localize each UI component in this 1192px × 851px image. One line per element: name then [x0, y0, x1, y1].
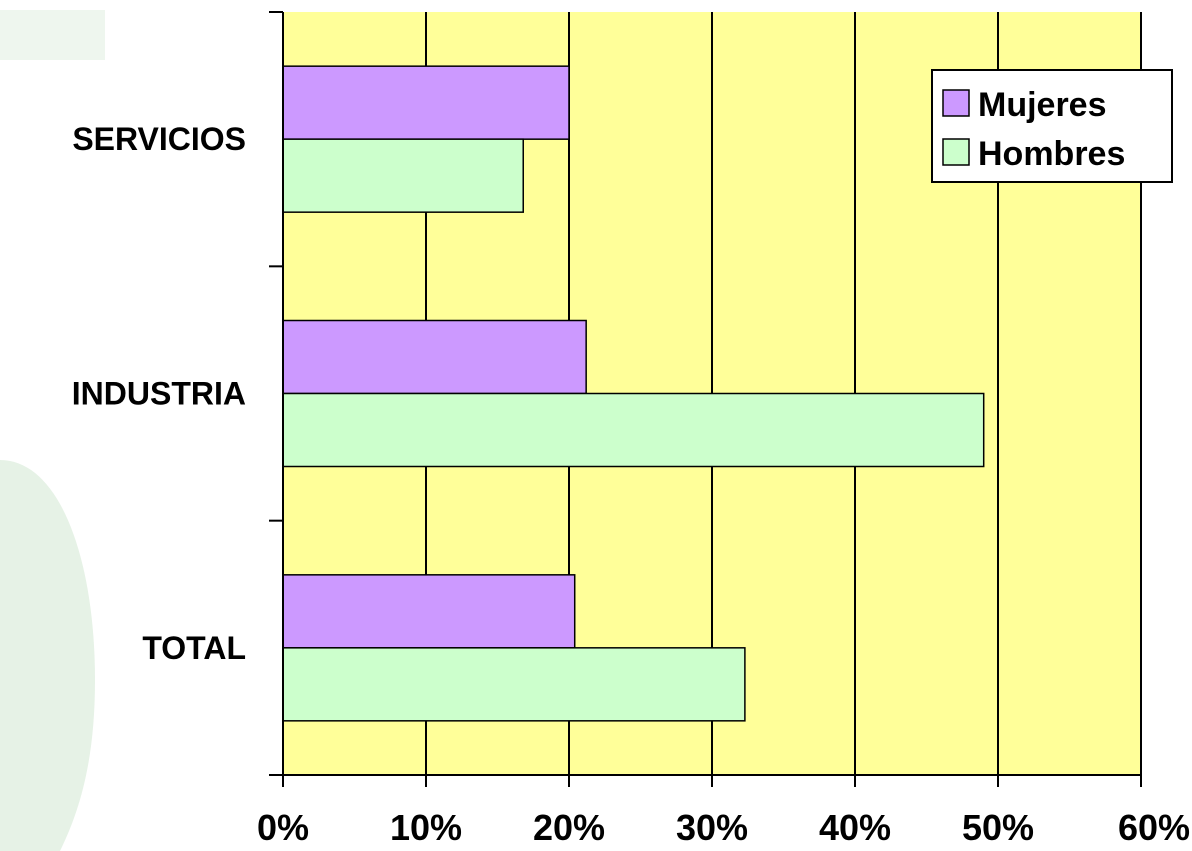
bar-hombres-industria [282, 392, 985, 468]
category-label: SERVICIOS [72, 121, 246, 157]
bar-mujeres-industria [282, 319, 587, 395]
x-tick-label: 60% [1118, 807, 1190, 848]
bar-mujeres-total [282, 574, 576, 649]
x-tick-label: 50% [962, 807, 1034, 848]
bar-mujeres-servicios [282, 65, 570, 140]
category-label: TOTAL [142, 630, 246, 666]
x-tick-label: 0% [257, 807, 309, 848]
legend-label-mujeres: Mujeres [978, 86, 1107, 124]
legend-box [931, 69, 1173, 183]
category-label: INDUSTRIA [72, 376, 246, 412]
legend-swatch-hombres [942, 138, 970, 166]
bar-hombres-total [282, 647, 746, 722]
legend-swatch-mujeres [942, 89, 970, 117]
decorative-background-shape [0, 460, 95, 851]
x-tick-label: 20% [533, 807, 605, 848]
decorative-top-left-patch [0, 10, 105, 60]
bar-hombres-servicios [282, 138, 524, 213]
x-tick-label: 40% [819, 807, 891, 848]
x-tick-label: 30% [676, 807, 748, 848]
legend-label-hombres: Hombres [978, 135, 1125, 173]
x-tick-label: 10% [390, 807, 462, 848]
